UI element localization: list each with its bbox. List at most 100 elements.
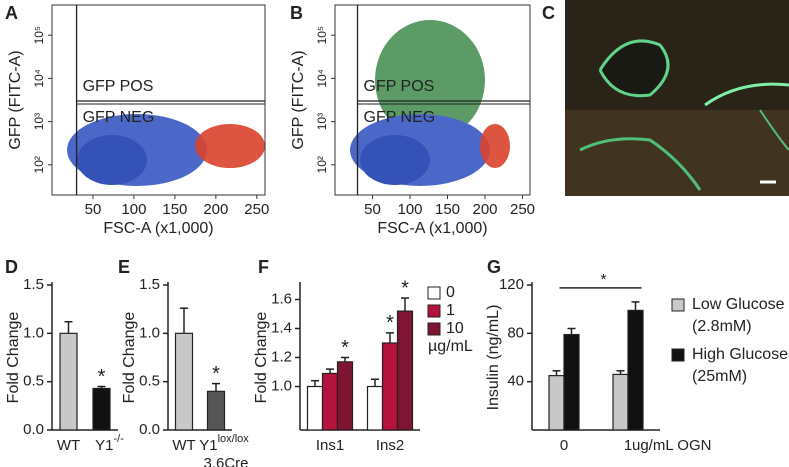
x-tick-label: 50 [85,201,102,218]
panel-label: C [542,3,555,23]
bar [59,332,78,431]
legend-label: High Glucose [692,346,788,363]
y-tick-label: 1.0 [139,324,160,341]
legend-swatch [427,322,441,336]
panel-label: A [5,3,18,23]
legend-detail: (2.8mM) [692,318,752,335]
y-tick-label: 0.0 [23,421,44,438]
cell-outline [704,82,789,107]
gate-label: GFP NEG [83,109,155,126]
x-tick-label: WT [172,437,195,454]
x-tick-label: 1 [624,437,632,454]
y-tick-label: 1.6 [271,290,292,307]
gate-label: GFP NEG [364,109,436,126]
legend-detail: (25mM) [692,368,747,385]
y-tick-label: 0.0 [139,421,160,438]
legend-swatch [427,304,441,318]
x-tick-label: 150 [435,201,460,218]
bar [321,372,339,431]
gate-label: GFP POS [83,78,154,95]
y-tick-label: 1.0 [23,324,44,341]
legend-label: Low Glucose [692,296,785,313]
legend-swatch [671,348,685,362]
legend-label: 0 [446,284,455,301]
y-tick-label: 10³ [315,113,329,130]
bar [627,309,644,431]
panel-label: E [118,257,130,277]
y-axis-label: Fold Change [121,312,138,404]
gate-label: GFP POS [364,78,435,95]
bar [366,385,384,431]
y-tick-label: 10⁵ [315,26,329,44]
x-tick-label: 200 [203,201,228,218]
y-tick-label: 1.0 [271,377,292,394]
x-tick-superscript: lox/lox [218,433,250,445]
y-axis-label: Fold Change [5,312,22,404]
cell-outline [598,39,670,98]
legend-swatch [671,298,685,312]
y-tick-label: 10² [32,156,46,173]
panel-label: G [487,257,501,277]
legend-label: 10 [446,320,464,337]
x-tick-label: 250 [510,201,535,218]
bar [306,385,324,431]
event-cloud [360,135,430,185]
legend-swatch [427,286,441,300]
event-cloud [77,135,147,185]
micrograph: C [542,0,789,196]
y-tick-label: 10⁵ [32,26,46,44]
y-tick-label: 0.5 [23,373,44,390]
y-tick-label: 1.4 [271,319,292,336]
y-tick-label: 10⁴ [315,69,329,88]
plot-frame [334,4,531,196]
x-tick-label: 100 [397,201,422,218]
y-tick-label: 10³ [32,113,46,130]
significance-mark: * [386,312,394,334]
x-tick-label: 50 [364,201,381,218]
x-tick-label: Ins1 [316,437,344,454]
panel-label: B [290,3,303,23]
bar [563,333,580,431]
significance-mark: * [401,277,409,299]
bar [612,373,629,431]
y-axis-label: GFP (FITC-A) [290,50,307,149]
x-tick-superscript: -/- [113,433,124,445]
bar [92,387,111,431]
x-tick-label: 0 [560,437,568,454]
legend-label: 1 [446,302,455,319]
bar [396,310,414,431]
significance-mark: * [98,366,106,388]
y-axis-label: GFP (FITC-A) [7,50,24,149]
x-tick-label: Ins2 [376,437,404,454]
y-tick-label: 40 [507,373,524,390]
y-tick-label: 1.2 [271,348,292,365]
cell-outline [759,109,789,151]
bar [174,332,194,431]
significance-mark: * [341,337,349,359]
y-tick-label: 10² [315,156,329,173]
x-tick-label: Y1 [95,437,113,454]
x-tick-label: 150 [162,201,187,218]
x-tick-label: 100 [121,201,146,218]
y-tick-label: 0.5 [139,373,160,390]
y-tick-label: 1.5 [23,276,44,293]
cell-outline [579,137,702,191]
x-tick-subline: 3.6Cre [203,455,248,467]
panel-label: F [258,257,269,277]
y-tick-label: 1.5 [139,276,160,293]
bar [206,390,226,431]
significance-mark: * [212,363,220,385]
y-axis-label: Fold Change [253,312,270,404]
y-tick-label: 80 [507,324,524,341]
y-tick-label: 120 [499,276,524,293]
event-cloud [195,123,265,168]
y-axis-label: Insulin (ng/mL) [485,305,502,411]
significance-mark: * [601,271,607,288]
panel-label: D [5,257,18,277]
x-tick-label: WT [57,437,80,454]
x-tick-label: Y1 [199,437,217,454]
bar [548,375,565,431]
event-cloud [375,20,485,140]
x-axis-label: FSC-A (x1,000) [377,220,487,237]
